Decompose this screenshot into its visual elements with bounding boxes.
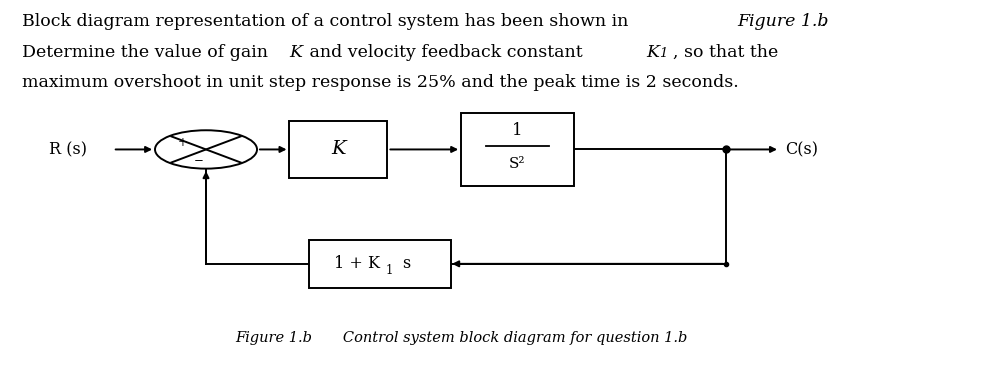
Text: 1: 1 [387,264,393,277]
Text: s: s [402,255,410,272]
Text: and velocity feedback constant: and velocity feedback constant [304,44,589,61]
Text: +: + [179,136,188,149]
Text: C(s): C(s) [785,141,818,158]
Text: Block diagram representation of a control system has been shown in: Block diagram representation of a contro… [22,13,634,30]
Bar [289,121,387,178]
Text: S²: S² [509,157,526,171]
Text: maximum overshoot in unit step response is 25% and the peak time is 2 seconds.: maximum overshoot in unit step response … [22,74,739,91]
Text: R (s): R (s) [49,141,87,158]
Text: K: K [289,44,302,61]
Text: K: K [646,44,659,61]
Bar [309,240,451,288]
Text: Determine the value of gain: Determine the value of gain [22,44,273,61]
Bar [461,113,574,186]
Text: .: . [820,13,826,30]
Text: 1: 1 [512,122,523,139]
Text: 1: 1 [659,47,667,60]
Text: −: − [193,154,203,166]
Text: Figure 1.b: Figure 1.b [738,13,829,30]
Text: , so that the: , so that the [673,44,778,61]
Text: Control system block diagram for question 1.b: Control system block diagram for questio… [329,331,687,345]
Text: Figure 1.b: Figure 1.b [235,331,312,345]
Text: 1 + K: 1 + K [335,255,381,272]
Text: K: K [332,141,345,158]
